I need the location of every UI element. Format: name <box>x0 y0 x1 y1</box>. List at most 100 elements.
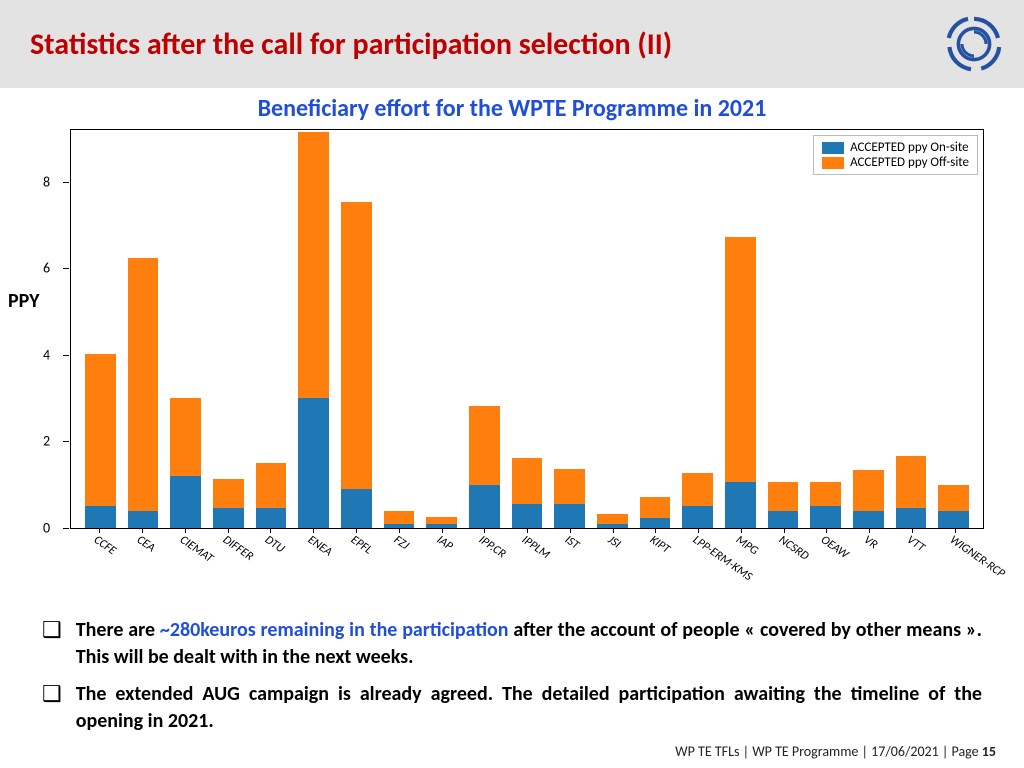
y-tick <box>63 441 69 442</box>
bar-segment-onsite <box>768 511 799 528</box>
x-label-slot: FZJ <box>377 529 420 609</box>
bar-segment-offsite <box>554 469 585 504</box>
x-tick <box>270 528 271 533</box>
bar-segment-offsite <box>853 470 884 511</box>
bar-segment-offsite <box>896 456 927 508</box>
x-tick-label: CEA <box>134 533 158 555</box>
bar <box>384 511 415 528</box>
bar-segment-onsite <box>938 511 969 528</box>
bar-slot <box>79 130 122 528</box>
bar-segment-onsite <box>469 485 500 528</box>
x-label-slot: JSI <box>591 529 634 609</box>
x-label-slot: KIPT <box>634 529 677 609</box>
bar <box>469 406 500 528</box>
y-tick <box>63 268 69 269</box>
x-label-slot: CEA <box>121 529 164 609</box>
bar <box>213 479 244 528</box>
bar-slot <box>207 130 250 528</box>
bar-segment-onsite <box>85 506 116 528</box>
bar-segment-onsite <box>640 518 671 528</box>
bullet-item: ❑ The extended AUG campaign is already a… <box>42 681 982 735</box>
x-tick-label: IAP <box>433 533 454 554</box>
bar-slot <box>932 130 975 528</box>
x-label-slot: NCSRD <box>762 529 805 609</box>
bar <box>256 463 287 528</box>
x-label-slot: ENEA <box>292 529 335 609</box>
bullet-text: The extended AUG campaign is already agr… <box>76 681 982 735</box>
bullet-text-fragment: There are <box>76 618 160 642</box>
bar <box>85 354 116 528</box>
footer-segment: WP TE TFLs <box>675 743 739 760</box>
bar-segment-onsite <box>341 489 372 528</box>
y-tick-label: 2 <box>43 433 50 450</box>
x-tick-label: IPP.CR <box>476 533 508 561</box>
footer-page-number: 15 <box>982 743 996 760</box>
bar-segment-offsite <box>128 258 159 510</box>
bullet-list: ❑ There are ~280keuros remaining in the … <box>42 617 982 735</box>
x-tick-label: VTT <box>904 533 927 555</box>
x-tick-label: VR <box>861 533 880 552</box>
slide-footer: WP TE TFLs | WP TE Programme | 17/06/202… <box>675 743 996 760</box>
bar-segment-offsite <box>256 463 287 509</box>
x-label-slot: CIEMAT <box>164 529 207 609</box>
bar-slot <box>122 130 165 528</box>
bar-slot <box>762 130 805 528</box>
bar <box>597 514 628 528</box>
y-tick-label: 0 <box>43 520 50 537</box>
bullet-square-icon: ❑ <box>42 617 62 671</box>
x-label-slot: IST <box>548 529 591 609</box>
bullet-item: ❑ There are ~280keuros remaining in the … <box>42 617 982 671</box>
y-tick <box>63 355 69 356</box>
bar-segment-offsite <box>341 202 372 489</box>
bar <box>725 237 756 528</box>
bar-segment-onsite <box>512 504 543 528</box>
x-label-slot: IPP.CR <box>463 529 506 609</box>
x-label-slot: OEAW <box>805 529 848 609</box>
bar-segment-offsite <box>469 406 500 484</box>
bar <box>554 469 585 528</box>
y-tick <box>63 528 69 529</box>
bar-segment-offsite <box>810 482 841 506</box>
x-tick <box>484 528 485 533</box>
bar-slot <box>164 130 207 528</box>
y-tick <box>63 182 69 183</box>
bar <box>768 482 799 528</box>
bar <box>426 517 457 528</box>
bar <box>938 485 969 528</box>
x-tick-label: MPG <box>733 533 761 558</box>
x-tick-label: WIGNER-RCP <box>947 533 1007 581</box>
bar-slot <box>378 130 421 528</box>
bar-segment-onsite <box>810 506 841 528</box>
x-label-slot: CCFE <box>78 529 121 609</box>
bars-area <box>71 130 983 528</box>
bar-slot <box>634 130 677 528</box>
y-axis-label: PPY <box>8 289 40 313</box>
x-label-slot: MPG <box>719 529 762 609</box>
bar-segment-onsite <box>682 506 713 528</box>
bar-segment-offsite <box>384 511 415 523</box>
x-tick-label: IPPLM <box>519 533 552 562</box>
bullet-text: There are ~280keuros remaining in the pa… <box>76 617 982 671</box>
x-tick-label: CCFE <box>91 533 119 558</box>
bar <box>640 497 671 528</box>
x-tick-label: ENEA <box>305 533 335 560</box>
x-label-slot: DIFFER <box>206 529 249 609</box>
bar-slot <box>719 130 762 528</box>
bar-segment-offsite <box>725 237 756 483</box>
bar-segment-offsite <box>213 479 244 509</box>
bar <box>896 456 927 528</box>
chart-container: PPY ACCEPTED ppy On-site ACCEPTED ppy Of… <box>70 129 984 609</box>
x-label-slot: IAP <box>420 529 463 609</box>
bar-slot <box>676 130 719 528</box>
bullet-highlight: ~280keuros remaining in the participatio… <box>160 618 509 642</box>
bar-slot <box>250 130 293 528</box>
bar-segment-offsite <box>170 398 201 476</box>
bar-segment-offsite <box>512 458 543 504</box>
bar-segment-offsite <box>768 482 799 510</box>
x-axis-labels: CCFECEACIEMATDIFFERDTUENEAEPFLFZJIAPIPP.… <box>70 529 984 609</box>
bar-segment-offsite <box>298 132 329 397</box>
bar <box>170 398 201 528</box>
bar-slot <box>506 130 549 528</box>
bar-segment-offsite <box>597 514 628 524</box>
footer-date: 17/06/2021 <box>871 743 939 760</box>
